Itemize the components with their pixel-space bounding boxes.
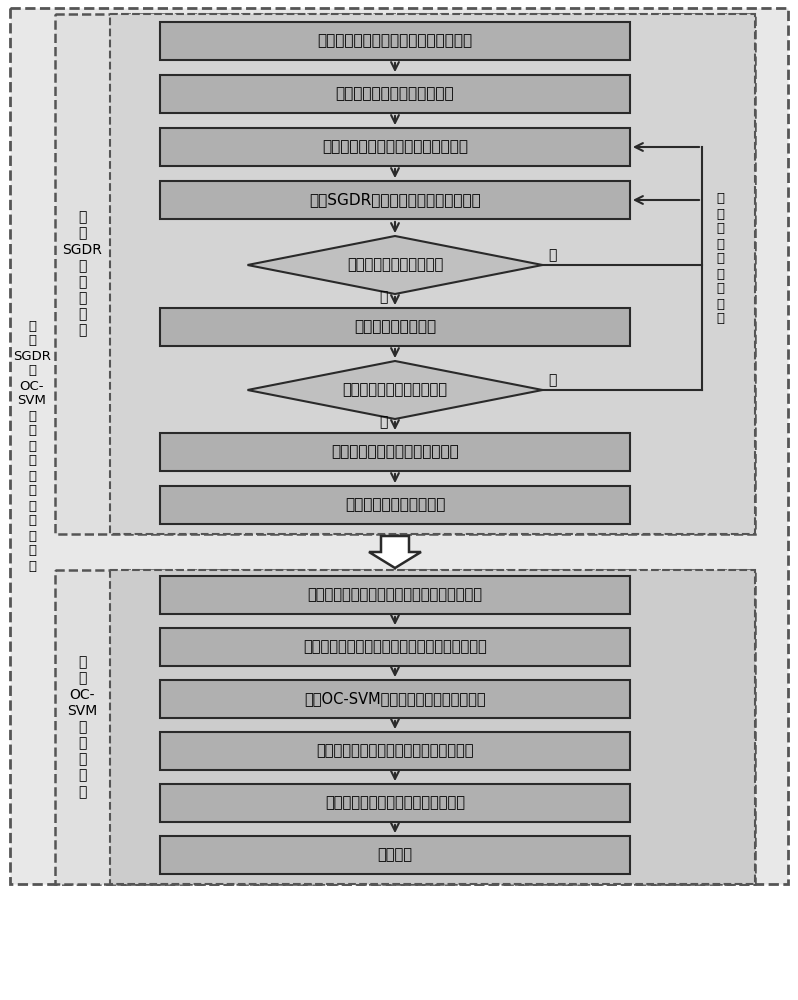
- Bar: [55, 14, 755, 534]
- Bar: [160, 128, 630, 166]
- Text: 迭代次数是否达到设定值: 迭代次数是否达到设定值: [347, 257, 443, 272]
- Text: 利用SGDR进行求解并调整用电量系数: 利用SGDR进行求解并调整用电量系数: [309, 192, 481, 208]
- Text: 对某个时间窗内数据构建用电量模型: 对某个时间窗内数据构建用电量模型: [322, 139, 468, 154]
- Text: 剔除初步识别的异常用户，得到台区正常用户: 剔除初步识别的异常用户，得到台区正常用户: [307, 587, 483, 602]
- Polygon shape: [247, 361, 543, 419]
- Text: 基
于
SGDR
的
初
步
识
别: 基 于 SGDR 的 初 步 识 别: [62, 210, 102, 338]
- Text: 得到初步识别的异常用户: 得到初步识别的异常用户: [345, 497, 445, 512]
- Text: 获取待分析台区总表及用户表的用电量: 获取待分析台区总表及用户表的用电量: [318, 33, 472, 48]
- Text: 按滑动时间窗划分用电量数据: 按滑动时间窗划分用电量数据: [336, 87, 454, 102]
- Text: 是否所有时间窗都得到结果: 是否所有时间窗都得到结果: [342, 382, 448, 397]
- Bar: [110, 570, 755, 884]
- Bar: [55, 570, 755, 884]
- Bar: [160, 836, 630, 874]
- Polygon shape: [247, 236, 543, 294]
- Bar: [110, 14, 755, 534]
- Text: 获得最终户变关系档案疑似错误用户: 获得最终户变关系档案疑似错误用户: [325, 796, 465, 810]
- Bar: [160, 486, 630, 524]
- Text: 否: 否: [548, 248, 557, 262]
- Bar: [10, 8, 788, 884]
- Bar: [160, 732, 630, 770]
- Bar: [160, 576, 630, 614]
- Bar: [160, 433, 630, 471]
- Bar: [160, 784, 630, 822]
- Text: 基
于
OC-
SVM
的
最
终
识
别: 基 于 OC- SVM 的 最 终 识 别: [67, 655, 97, 799]
- Text: 人工核查: 人工核查: [377, 848, 413, 862]
- Bar: [160, 75, 630, 113]
- Text: 基
于
SGDR
和
OC-
SVM
信
息
融
合
的
户
变
关
系
识
别: 基 于 SGDR 和 OC- SVM 信 息 融 合 的 户 变 关 系 识 别: [13, 320, 51, 572]
- Text: 对该台区档案里的所有用户进行户变识别: 对该台区档案里的所有用户进行户变识别: [316, 744, 474, 758]
- Text: 利用OC-SVM方法构成异常用户识别模型: 利用OC-SVM方法构成异常用户识别模型: [304, 692, 486, 706]
- Text: 否: 否: [548, 373, 557, 387]
- Text: 对
下
一
个
时
间
窗
求
解: 对 下 一 个 时 间 窗 求 解: [716, 192, 724, 326]
- Bar: [160, 628, 630, 666]
- Text: 是: 是: [379, 415, 387, 429]
- Bar: [160, 22, 630, 60]
- Bar: [160, 680, 630, 718]
- Text: 得到该时间窗的结果: 得到该时间窗的结果: [354, 320, 436, 334]
- Text: 获得正常用户两天的电压采集数据作为训练样本: 获得正常用户两天的电压采集数据作为训练样本: [303, 640, 487, 654]
- Polygon shape: [369, 536, 421, 568]
- Text: 综合各个时间窗的结果进行判断: 综合各个时间窗的结果进行判断: [331, 444, 459, 460]
- Text: 是: 是: [379, 290, 387, 304]
- Bar: [160, 308, 630, 346]
- Bar: [160, 181, 630, 219]
